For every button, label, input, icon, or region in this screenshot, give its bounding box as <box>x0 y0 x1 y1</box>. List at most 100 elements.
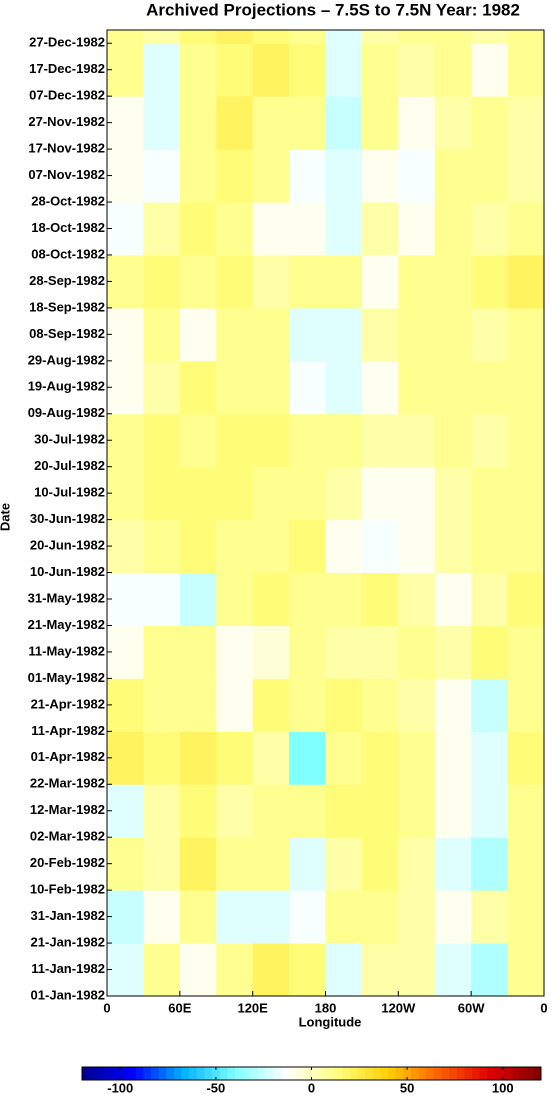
heatmap-cell <box>179 307 217 362</box>
heatmap-cell <box>361 149 399 203</box>
colorbar-swatch <box>357 1067 366 1080</box>
heatmap-cell <box>361 572 399 626</box>
x-axis-label: Longitude <box>299 1014 362 1029</box>
heatmap-cell <box>179 890 217 944</box>
heatmap-cell <box>434 149 472 203</box>
y-tick-label: 18-Sep-1982 <box>29 299 105 314</box>
y-tick-label: 27-Nov-1982 <box>28 114 105 129</box>
heatmap-cell <box>252 466 290 521</box>
heatmap-cell <box>471 30 509 44</box>
heatmap-cell <box>507 572 545 626</box>
colorbar-swatch <box>265 1067 274 1080</box>
heatmap-cell <box>507 890 545 944</box>
heatmap-cell <box>434 784 472 838</box>
heatmap-cell <box>289 572 326 626</box>
heatmap-cell <box>107 413 144 468</box>
heatmap-cell <box>325 731 363 785</box>
heatmap-cell <box>434 837 472 891</box>
heatmap-cell <box>179 837 217 891</box>
x-tick-label: 60W <box>458 1000 485 1015</box>
heatmap-cell <box>179 943 217 997</box>
heatmap-cell <box>107 149 144 203</box>
heatmap-cell <box>471 43 509 97</box>
heatmap-cell <box>398 519 436 574</box>
heatmap-cell <box>507 202 545 256</box>
heatmap-cell <box>471 837 509 891</box>
heatmap-cell <box>289 413 326 468</box>
heatmap-cell <box>216 360 254 415</box>
heatmap-cell <box>398 149 436 203</box>
heatmap-cell <box>507 678 545 732</box>
colorbar-swatch <box>150 1067 159 1080</box>
colorbar-swatch <box>456 1067 465 1080</box>
x-tick-label: 120W <box>381 1000 416 1015</box>
y-tick-label: 07-Dec-1982 <box>29 88 105 103</box>
heatmap-cell <box>107 466 144 521</box>
colorbar-tick-label: -50 <box>206 1080 225 1095</box>
heatmap-cell <box>107 625 144 679</box>
y-tick-label: 30-Jul-1982 <box>34 432 105 447</box>
heatmap-cell <box>179 254 217 309</box>
heatmap-cell <box>143 307 181 362</box>
y-tick-label: 28-Oct-1982 <box>31 193 105 208</box>
colorbar-swatch <box>257 1067 267 1080</box>
colorbar-swatch <box>212 1067 221 1080</box>
colorbar-swatch <box>158 1067 167 1080</box>
heatmap-cell <box>398 890 436 944</box>
heatmap-cell <box>289 943 326 997</box>
heatmap-cell <box>398 43 436 97</box>
heatmap-cell <box>107 202 144 256</box>
colorbar-swatch <box>196 1067 205 1080</box>
heatmap-cell <box>143 30 181 44</box>
heatmap-cell <box>361 625 399 679</box>
heatmap-cell <box>252 96 290 150</box>
heatmap-cell <box>289 466 326 521</box>
heatmap-cell <box>289 731 326 785</box>
colorbar-swatch <box>89 1067 98 1080</box>
heatmap-cell <box>179 149 217 203</box>
heatmap-cell <box>398 837 436 891</box>
heatmap-cell <box>507 360 545 415</box>
heatmap-cell <box>179 572 217 626</box>
heatmap-cell <box>216 784 254 838</box>
heatmap-cell <box>289 43 326 97</box>
heatmap-cell <box>216 943 254 997</box>
heatmap-cell <box>434 413 472 468</box>
heatmap-cell <box>143 784 181 838</box>
heatmap-cell <box>325 30 363 44</box>
heatmap-cell <box>361 96 399 150</box>
colorbar-swatch <box>112 1067 121 1080</box>
heatmap-cell <box>179 784 217 838</box>
heatmap-cell <box>216 466 254 521</box>
heatmap-cell <box>325 890 363 944</box>
heatmap-cell <box>143 890 181 944</box>
heatmap-cell <box>289 625 326 679</box>
heatmap-cell <box>325 254 363 309</box>
heatmap-cell <box>507 43 545 97</box>
heatmap-cell <box>252 149 290 203</box>
heatmap-cell <box>507 943 545 997</box>
colorbar-swatch <box>479 1067 488 1080</box>
heatmap-cell <box>325 307 363 362</box>
colorbar-swatch <box>97 1067 106 1080</box>
heatmap-cell <box>471 731 509 785</box>
heatmap-cell <box>252 519 290 574</box>
y-tick-label: 17-Dec-1982 <box>29 61 105 76</box>
heatmap-cell <box>507 466 545 521</box>
heatmap-cell <box>398 413 436 468</box>
colorbar-swatch <box>334 1067 343 1080</box>
y-tick-label: 27-Dec-1982 <box>29 35 105 50</box>
heatmap-cell <box>289 519 326 574</box>
heatmap-cell <box>216 572 254 626</box>
heatmap-cell <box>143 731 181 785</box>
heatmap-cell <box>179 43 217 97</box>
x-tick-label: 180 <box>315 1000 337 1015</box>
colorbar-swatch <box>189 1067 198 1080</box>
y-tick-label: 22-Mar-1982 <box>30 776 105 791</box>
y-tick-label: 11-May-1982 <box>28 643 105 658</box>
heatmap-cell <box>507 254 545 309</box>
heatmap-cell <box>289 784 326 838</box>
heatmap-cell <box>434 572 472 626</box>
heatmap-cell <box>361 202 399 256</box>
